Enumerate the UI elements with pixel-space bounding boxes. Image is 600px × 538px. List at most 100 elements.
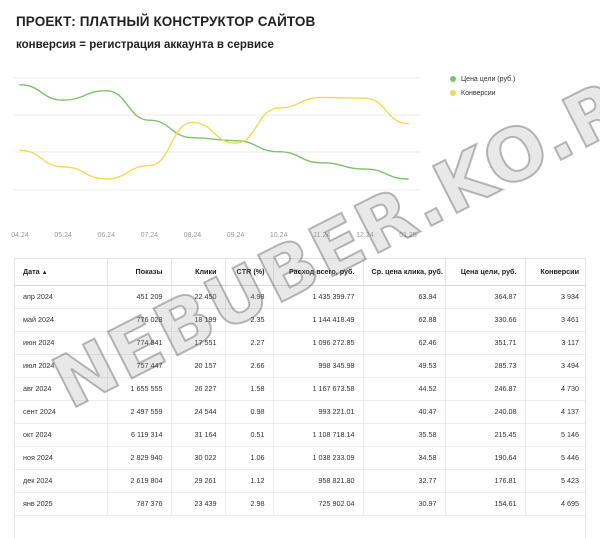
table-cell: 1.12 — [225, 469, 274, 493]
table-cell: 1 038 233.09 — [273, 446, 364, 470]
series-0-point-1 — [62, 99, 64, 101]
series-line-0 — [19, 84, 409, 180]
table-cell: 757 447 — [107, 354, 172, 378]
table-cell: 2.35 — [225, 308, 274, 332]
table-cell: 44.52 — [363, 377, 446, 401]
table-cell: 2 619 804 — [107, 469, 172, 493]
sort-asc-icon: ▲ — [41, 270, 48, 277]
x-tick-label: 06.24 — [97, 232, 115, 239]
table-row: май 2024 776 028 18 199 2.35 1 144 418.49 62.… — [15, 308, 585, 332]
legend-item-0[interactable]: Цена цели (руб.) — [450, 72, 515, 86]
table-cell: 1 096 272.85 — [273, 331, 364, 355]
table-cell: 26 227 — [171, 377, 226, 401]
table-cell: 330.66 — [445, 308, 526, 332]
table-cell: 154.61 — [445, 492, 526, 516]
table-cell: 0.51 — [225, 423, 274, 447]
table-cell: 63.94 — [363, 285, 446, 309]
x-tick-label: 11.24 — [313, 232, 330, 239]
table-cell: 725 902.04 — [273, 492, 364, 516]
table-cell: 5 446 — [525, 446, 585, 470]
column-header[interactable]: Дата ▲ — [15, 259, 108, 286]
series-0-point-7 — [320, 162, 323, 164]
column-header-label: Конверсии — [540, 267, 579, 277]
table-cell: 240.08 — [445, 400, 526, 424]
table-cell: май 2024 — [15, 308, 108, 332]
series-line-1 — [19, 96, 409, 180]
page-subtitle: конверсия = регистрация аккаунта в серви… — [16, 39, 274, 51]
table-cell: 993 221.01 — [273, 400, 364, 424]
table-cell: 1 144 418.49 — [273, 308, 364, 332]
column-header[interactable]: Расход всего, руб. — [273, 259, 364, 286]
table-cell: 285.73 — [445, 354, 526, 378]
column-header[interactable]: Клики — [171, 259, 226, 286]
column-header-label: Расход всего, руб. — [288, 267, 355, 277]
legend-dot-icon — [450, 76, 456, 82]
column-header[interactable]: CTR (%) — [225, 259, 274, 286]
table-cell: 18 199 — [171, 308, 226, 332]
table-cell: 23 439 — [171, 492, 226, 516]
table-cell: июн 2024 — [15, 331, 108, 355]
x-tick-label: 08.24 — [184, 232, 202, 239]
table-cell: 31 164 — [171, 423, 226, 447]
column-header-label: Дата — [23, 267, 40, 277]
table-cell: сент 2024 — [15, 400, 108, 424]
table-cell: апр 2024 — [15, 285, 108, 309]
table-cell: 17 551 — [171, 331, 226, 355]
table-row: июл 2024 757 447 20 157 2.66 998 345.98 49.53… — [15, 354, 585, 378]
table-cell: 176.81 — [445, 469, 526, 493]
table-header-row: Дата ▲ Показы Клики CTR (%) Расход всего, руб… — [15, 259, 585, 286]
series-1-point-6 — [277, 107, 280, 109]
table-cell: 958 821.80 — [273, 469, 364, 493]
table-cell: 364.87 — [445, 285, 526, 309]
column-header[interactable]: Конверсии — [525, 259, 585, 286]
table-cell: 49.53 — [363, 354, 446, 378]
table-cell: 2 829 940 — [107, 446, 172, 470]
table-body: апр 2024 451 209 22 450 4.98 1 435 399.77 63.… — [15, 285, 585, 516]
table-cell: 4 137 — [525, 400, 585, 424]
page-title: ПРОЕКТ: ПЛАТНЫЙ КОНСТРУКТОР САЙТОВ — [16, 14, 316, 29]
column-header[interactable]: Цена цели, руб. — [445, 259, 526, 286]
table-cell: 62.88 — [363, 308, 446, 332]
legend-dot-icon — [450, 90, 456, 96]
column-header-label: Ср. цена клика, руб. — [371, 267, 443, 277]
table-cell: 2.98 — [225, 492, 274, 516]
table-cell: 776 028 — [107, 308, 172, 332]
table-cell: 1.06 — [225, 446, 274, 470]
legend-item-1[interactable]: Конверсии — [450, 86, 515, 100]
table-cell: 32.77 — [363, 469, 446, 493]
line-chart: 04.24 05.24 06.24 07.24 08.24 09.24 10.24 11.24… — [11, 77, 420, 239]
series-0-point-6 — [277, 150, 280, 153]
table-cell: окт 2024 — [15, 423, 108, 447]
table-cell: авг 2024 — [15, 377, 108, 401]
chart-legend: Цена цели (руб.) Конверсии — [450, 72, 515, 100]
table-cell: 22 450 — [171, 285, 226, 309]
column-header[interactable]: Ср. цена клика, руб. — [363, 259, 446, 286]
table-cell: 1 435 399.77 — [273, 285, 364, 309]
table-cell: 1 108 718.14 — [273, 423, 364, 447]
x-tick-label: 07.24 — [141, 232, 159, 239]
series-0-point-3 — [148, 119, 151, 122]
x-tick-label: 01.25 — [399, 232, 417, 239]
table-cell: 4 695 — [525, 492, 585, 516]
series-1-point-3 — [148, 164, 151, 167]
table-cell: 3 494 — [525, 354, 585, 378]
table-cell: 6 119 314 — [107, 423, 172, 447]
series-0-point-4 — [191, 136, 194, 139]
table-cell: ноя 2024 — [15, 446, 108, 470]
table-cell: 62.46 — [363, 331, 446, 355]
table-cell: 35.58 — [363, 423, 446, 447]
table-cell: 190.64 — [445, 446, 526, 470]
legend-label: Конверсии — [461, 89, 496, 97]
table-cell: 215.45 — [445, 423, 526, 447]
table-cell: 2 497 559 — [107, 400, 172, 424]
table-cell: 3 461 — [525, 308, 585, 332]
table-cell: 30 022 — [171, 446, 226, 470]
table-row: янв 2025 787 376 23 439 2.98 725 902.04 30.97… — [15, 492, 585, 516]
column-header[interactable]: Показы — [107, 259, 172, 286]
table-cell: 0.98 — [225, 400, 274, 424]
table-cell: 20 157 — [171, 354, 226, 378]
table-cell: 2.66 — [225, 354, 274, 378]
table-cell: 1.58 — [225, 377, 274, 401]
series-1-point-7 — [320, 96, 323, 99]
x-tick-label: 05.24 — [54, 232, 72, 239]
